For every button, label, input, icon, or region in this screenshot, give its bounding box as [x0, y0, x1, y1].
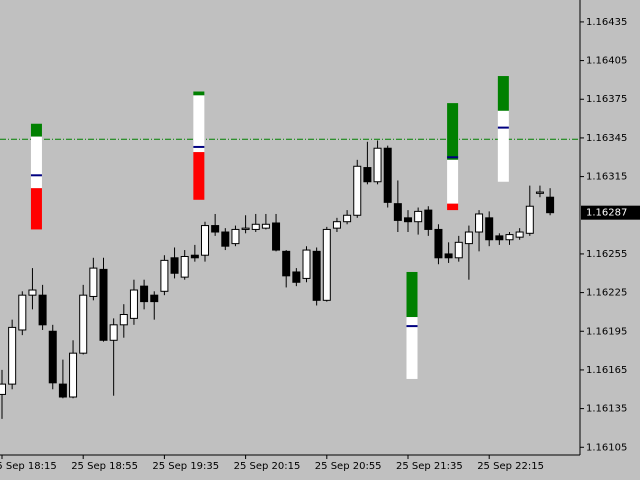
candle-body: [353, 165, 362, 216]
candle-body: [515, 231, 524, 238]
candle-body: [8, 326, 17, 385]
candle-body: [525, 205, 534, 234]
candle-body: [475, 213, 484, 233]
zone-white: [497, 110, 509, 182]
candle-body: [221, 231, 230, 247]
candle-body: [119, 314, 128, 326]
zone-white: [406, 317, 418, 379]
candle-body: [393, 203, 402, 221]
candle-body: [272, 222, 281, 251]
x-tick-label: 25 Sep 20:15: [234, 461, 301, 472]
y-tick-label: 1.16435: [586, 17, 627, 28]
candle-body: [180, 256, 189, 278]
y-tick-label: 1.16225: [586, 288, 627, 299]
candle-body: [251, 223, 260, 230]
candle-body: [444, 253, 453, 259]
candle-body: [58, 383, 67, 398]
candle-body: [312, 250, 321, 301]
y-tick-label: 1.16105: [586, 442, 627, 453]
y-tick-label: 1.16345: [586, 133, 627, 144]
zone-white: [193, 95, 205, 153]
candle-body: [241, 227, 250, 230]
candle-body: [363, 167, 372, 183]
candle-body: [28, 289, 37, 296]
candle-body: [343, 214, 352, 223]
zone-green: [193, 91, 205, 96]
candle-body: [404, 217, 412, 223]
zone-white: [447, 159, 459, 204]
y-tick-label: 1.16315: [586, 172, 627, 183]
zone-green: [30, 123, 42, 137]
candle-body: [282, 250, 291, 277]
zone-white: [30, 136, 42, 189]
x-tick-label: 25 Sep 20:55: [315, 461, 382, 472]
candle-body: [546, 196, 555, 214]
candle-body: [414, 210, 423, 223]
candle-body: [454, 241, 463, 259]
candle-body: [69, 352, 78, 398]
y-tick-label: 1.16165: [586, 365, 627, 376]
x-tick-label: 25 Sep 21:35: [396, 461, 463, 472]
zone-green: [497, 76, 509, 111]
candle-body: [211, 225, 220, 233]
candle-body: [160, 259, 169, 292]
candle-body: [485, 217, 494, 241]
candle-body: [505, 234, 514, 241]
y-tick-label: 1.16195: [586, 326, 627, 337]
candle-body: [464, 231, 473, 245]
candle-body: [79, 294, 88, 354]
y-tick-label: 1.16135: [586, 404, 627, 415]
candle-body: [424, 209, 433, 230]
candle-body: [495, 235, 504, 241]
x-tick-label: 25 Sep 19:35: [152, 461, 219, 472]
candle-body: [99, 268, 108, 341]
candle-body: [0, 383, 6, 395]
candle-body: [261, 223, 270, 229]
candle-body: [322, 228, 331, 301]
candle-body: [201, 225, 209, 256]
x-tick-label: 25 Sep 18:15: [0, 461, 57, 472]
candle-body: [190, 254, 199, 259]
candle-body: [535, 191, 544, 194]
zone-green: [447, 103, 459, 160]
candle-body: [332, 221, 341, 229]
zone-red: [193, 152, 205, 200]
candle-body: [140, 285, 149, 303]
candle-body: [129, 289, 138, 319]
candle-body: [48, 330, 57, 384]
x-tick-label: 25 Sep 22:15: [477, 461, 544, 472]
candle-body: [38, 294, 47, 326]
zone-red: [447, 203, 459, 211]
current-price-box: [581, 205, 640, 220]
candle-body: [434, 228, 443, 259]
candle-body: [89, 267, 98, 297]
candle-body: [170, 257, 179, 274]
candle-body: [109, 324, 118, 341]
candle-body: [383, 147, 392, 203]
x-tick-label: 25 Sep 18:55: [71, 461, 138, 472]
candle-body: [231, 228, 240, 245]
candle-body: [150, 294, 159, 303]
candle-body: [373, 147, 382, 183]
candle-body: [18, 294, 27, 331]
zone-red: [30, 188, 42, 230]
y-tick-label: 1.16255: [586, 249, 627, 260]
y-tick-label: 1.16405: [586, 56, 627, 67]
candle-body: [292, 271, 301, 283]
candle-body: [302, 249, 311, 279]
current-price-label: 1.16287: [586, 208, 627, 219]
y-tick-label: 1.16375: [586, 94, 627, 105]
zone-green: [406, 271, 418, 318]
